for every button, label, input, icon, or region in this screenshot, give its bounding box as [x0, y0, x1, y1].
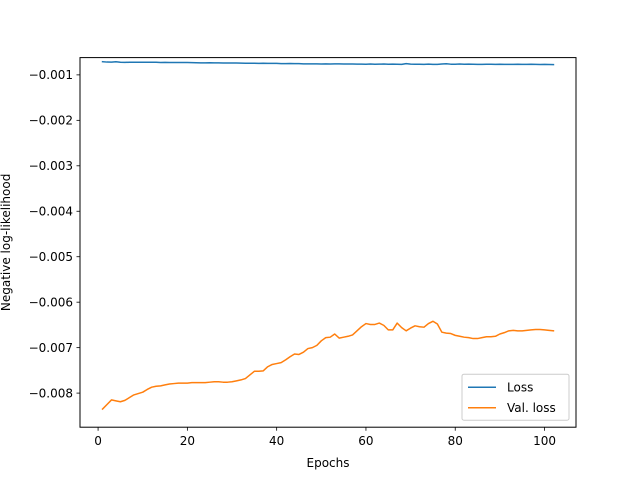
y-axis-label: Negative log-likelihood — [0, 174, 13, 311]
y-tick-label: −0.005 — [29, 250, 73, 264]
x-tick-label: 100 — [533, 434, 556, 448]
legend-box — [461, 373, 570, 421]
y-tick-label: −0.001 — [29, 68, 73, 82]
y-axis: −0.008 −0.007 −0.006 −0.005 −0.004 −0.003 −0.0… — [29, 68, 80, 400]
series-line-0 — [101, 60, 555, 66]
legend-label: Val. loss — [507, 401, 556, 415]
y-tick-label: −0.003 — [29, 159, 73, 173]
y-tick-label: −0.007 — [29, 341, 73, 355]
y-tick-label: −0.002 — [29, 114, 73, 128]
y-tick-label: −0.006 — [29, 295, 73, 309]
y-tick-label: −0.008 — [29, 386, 73, 400]
plot-frame — [79, 57, 577, 428]
x-tick-label: 0 — [94, 434, 102, 448]
x-tick-label: 80 — [448, 434, 463, 448]
legend: Loss Val. loss — [461, 373, 570, 421]
legend-label: Loss — [507, 381, 533, 395]
x-axis: 0 20 40 60 80 100 — [94, 427, 556, 448]
x-tick-label: 40 — [269, 434, 284, 448]
x-axis-label: Epochs — [307, 456, 350, 470]
y-tick-label: −0.004 — [29, 204, 73, 218]
series-line-1 — [101, 320, 555, 411]
x-tick-label: 60 — [358, 434, 373, 448]
x-tick-label: 20 — [180, 434, 195, 448]
plot-area — [101, 60, 555, 411]
